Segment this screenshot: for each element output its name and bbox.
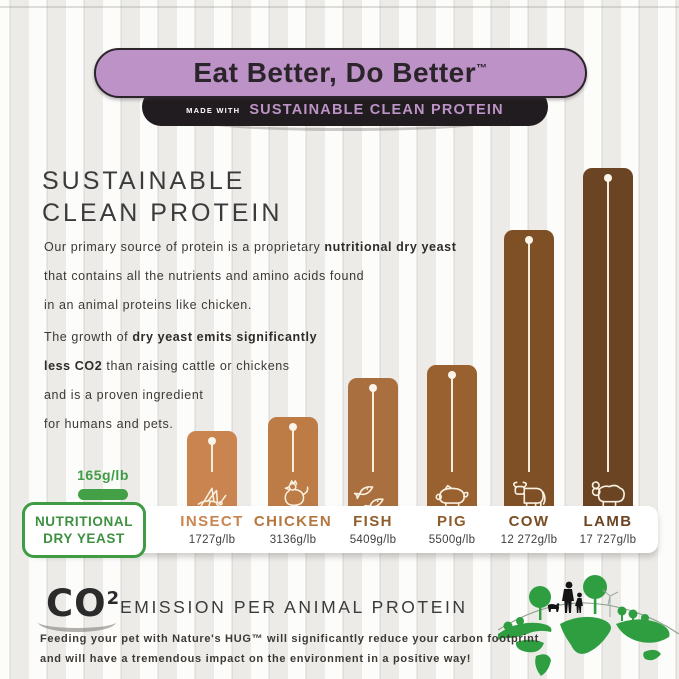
category-label-strip: NUTRITIONAL DRY YEAST INSECT 1727g/lb CH…: [22, 502, 658, 558]
bar-pig: [427, 365, 477, 516]
bar-measure-line: [528, 242, 530, 472]
bar-measure-line: [292, 429, 294, 472]
heading-line-2: CLEAN PROTEIN: [42, 199, 283, 227]
footer-heading: EMISSION PER ANIMAL PROTEIN: [120, 597, 468, 617]
intro-paragraph-2: The growth of dry yeast emits significan…: [44, 323, 317, 439]
tree-icons: [529, 575, 607, 620]
paragraph-line: that contains all the nutrients and amin…: [44, 269, 365, 283]
family-silhouette: [547, 581, 583, 613]
made-with-label: MADE WITH: [186, 105, 241, 115]
bar-lamb: [583, 168, 633, 516]
paragraph-line: less CO2 than raising cattle or chickens: [44, 359, 290, 373]
heading-line-1: SUSTAINABLE: [42, 167, 246, 195]
category-label-insect: INSECT 1727g/lb: [180, 513, 244, 546]
paragraph-line: and is a proven ingredient: [44, 388, 204, 402]
yeast-label: NUTRITIONAL DRY YEAST: [34, 514, 134, 546]
category-label-lamb: LAMB 17 727g/lb: [579, 513, 637, 546]
bar-nutritional-dry-yeast: [78, 489, 128, 500]
earth-illustration: [498, 575, 679, 676]
footer-line-1: Feeding your pet with Nature's HUG™ will…: [40, 633, 539, 645]
paragraph-line: in an animal proteins like chicken.: [44, 298, 252, 312]
footer-line-2: and will have a tremendous impact on the…: [40, 653, 472, 665]
yeast-label-box: NUTRITIONAL DRY YEAST: [22, 502, 146, 558]
co2-label: CO2: [46, 582, 120, 625]
sub-banner-title: SUSTAINABLE CLEAN PROTEIN: [249, 102, 504, 118]
paragraph-line: for humans and pets.: [44, 417, 174, 431]
banner-title: Eat Better, Do Better™: [193, 57, 487, 89]
bar-fish: [348, 378, 398, 516]
bar-insect: [187, 431, 237, 516]
trademark-symbol: ™: [476, 62, 488, 75]
category-label-fish: FISH 5409g/lb: [349, 513, 397, 546]
bar-cow: [504, 230, 554, 516]
plank-seam: [0, 6, 679, 8]
co2-shadow-swoosh: [38, 612, 116, 632]
bar-measure-line: [211, 443, 213, 472]
footer-text: Feeding your pet with Nature's HUG™ will…: [40, 629, 539, 669]
intro-paragraph-1: Our primary source of protein is a propr…: [44, 233, 456, 320]
yeast-value-label: 165g/lb: [77, 467, 129, 483]
category-label-pig: PIG 5500g/lb: [428, 513, 476, 546]
bar-chicken: [268, 417, 318, 516]
banner-title-text: Eat Better, Do Better: [193, 57, 477, 88]
paragraph-line: Our primary source of protein is a propr…: [44, 240, 457, 254]
category-label-chicken: CHICKEN 3136g/lb: [253, 513, 333, 546]
main-banner: Eat Better, Do Better™: [94, 48, 587, 98]
bar-measure-line: [607, 180, 609, 472]
bar-measure-line: [372, 390, 374, 472]
bar-measure-line: [451, 377, 453, 472]
wind-turbine-icon: [602, 589, 619, 617]
cow-icon: [512, 481, 546, 509]
earth-continents: [498, 606, 670, 676]
category-label-cow: COW 12 272g/lb: [500, 513, 558, 546]
paragraph-line: The growth of dry yeast emits significan…: [44, 330, 318, 344]
banner-shadow: [200, 112, 490, 131]
section-heading: SUSTAINABLE CLEAN PROTEIN: [42, 165, 282, 229]
